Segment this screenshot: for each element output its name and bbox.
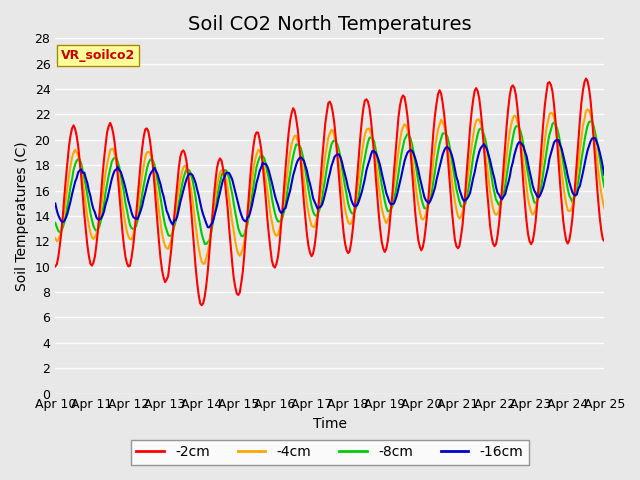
X-axis label: Time: Time xyxy=(313,417,347,431)
Title: Soil CO2 North Temperatures: Soil CO2 North Temperatures xyxy=(188,15,472,34)
Text: VR_soilco2: VR_soilco2 xyxy=(61,49,135,62)
Legend: -2cm, -4cm, -8cm, -16cm: -2cm, -4cm, -8cm, -16cm xyxy=(131,440,529,465)
Y-axis label: Soil Temperatures (C): Soil Temperatures (C) xyxy=(15,141,29,291)
